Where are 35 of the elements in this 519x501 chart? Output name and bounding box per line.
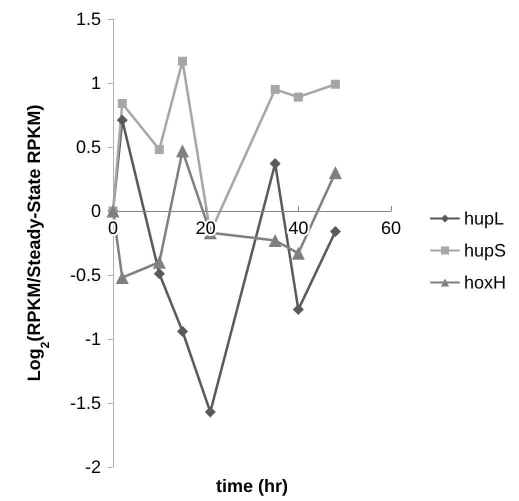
point — [116, 114, 128, 126]
point — [328, 166, 342, 180]
point — [154, 268, 165, 280]
point — [294, 92, 303, 102]
x-tick-label: 0 — [108, 218, 118, 238]
point — [204, 406, 216, 418]
point — [270, 84, 280, 94]
legend-label: hupS — [464, 240, 506, 260]
y-tick-label: 0.5 — [76, 137, 101, 157]
y-tick-label: 1.5 — [76, 9, 101, 29]
point — [268, 234, 282, 247]
legend-label: hupL — [464, 208, 504, 228]
y-tick-label: -1 — [84, 329, 101, 349]
y-tick-label: 1 — [90, 73, 101, 93]
point — [154, 145, 164, 154]
y-tick-label: -2 — [84, 457, 101, 477]
x-tick-label: 20 — [196, 218, 216, 238]
y-tick-label: -1.5 — [70, 393, 101, 413]
x-axis-title: time (hr) — [216, 476, 288, 496]
x-tick-label: 40 — [288, 218, 308, 238]
point — [292, 246, 305, 260]
point — [330, 80, 340, 89]
point — [116, 271, 129, 284]
point — [178, 56, 187, 66]
y-tick-label: -0.5 — [70, 265, 101, 285]
point — [176, 144, 189, 158]
legend-label: hoxH — [464, 272, 506, 292]
point — [118, 98, 127, 108]
point — [292, 304, 304, 316]
point — [152, 256, 166, 269]
y-tick-label: 0 — [90, 201, 101, 221]
point — [177, 326, 188, 337]
y-axis-title: Log2(RPKM/Steady-State RPKM) — [24, 104, 52, 382]
x-tick-label: 60 — [380, 218, 402, 238]
point — [330, 226, 341, 237]
